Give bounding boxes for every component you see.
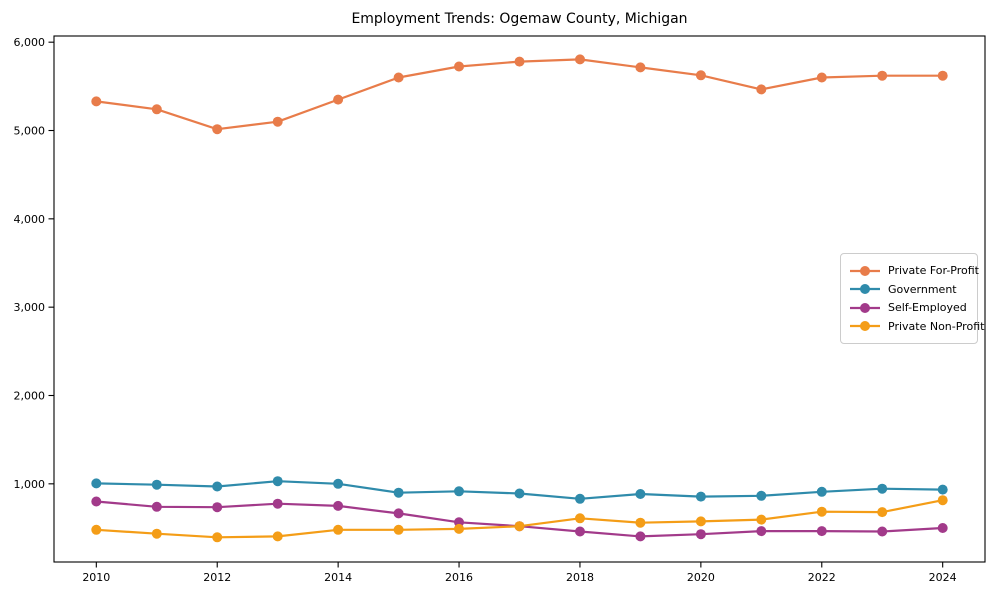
data-point-self-employed bbox=[393, 508, 404, 519]
legend-line-marker-icon bbox=[850, 321, 880, 332]
legend-label-government: Government bbox=[888, 282, 957, 296]
data-point-government bbox=[454, 486, 464, 497]
data-point-government bbox=[393, 487, 404, 498]
y-axis-tick-label: 5,000 bbox=[14, 125, 46, 138]
data-point-government bbox=[333, 478, 344, 489]
data-point-government bbox=[635, 489, 646, 499]
legend: Private For-Profit Government Self-Emplo… bbox=[840, 253, 984, 344]
y-axis-tick-label: 3,000 bbox=[14, 301, 46, 314]
data-point-private-for-profit bbox=[877, 70, 888, 81]
data-point-government bbox=[514, 488, 525, 499]
data-point-private-for-profit bbox=[393, 72, 404, 83]
data-point-self-employed bbox=[272, 498, 283, 509]
data-point-self-employed bbox=[756, 526, 767, 537]
data-point-private-non-profit bbox=[393, 524, 404, 535]
data-point-private-non-profit bbox=[937, 495, 948, 506]
x-axis-tick-label: 2010 bbox=[82, 571, 110, 584]
y-axis-tick-label: 2,000 bbox=[14, 389, 46, 402]
y-axis-tick-label: 4,000 bbox=[14, 213, 46, 226]
data-point-private-for-profit bbox=[514, 56, 525, 67]
x-axis-tick-label: 2020 bbox=[687, 571, 715, 584]
data-point-private-non-profit bbox=[454, 523, 464, 534]
data-point-self-employed bbox=[575, 526, 585, 537]
data-point-private-non-profit bbox=[91, 524, 102, 535]
data-point-self-employed bbox=[333, 500, 344, 511]
data-point-government bbox=[272, 476, 283, 487]
data-point-private-for-profit bbox=[151, 104, 162, 115]
data-point-government bbox=[756, 490, 767, 501]
data-point-government bbox=[695, 491, 706, 502]
data-point-private-non-profit bbox=[816, 506, 827, 517]
data-point-government bbox=[91, 478, 102, 489]
x-axis-tick-label: 2018 bbox=[566, 571, 594, 584]
legend-line-marker-icon bbox=[850, 265, 880, 276]
series-line-private-for-profit bbox=[95, 58, 944, 131]
data-point-government bbox=[877, 483, 888, 494]
legend-item-private-for-profit: Private For-Profit bbox=[849, 262, 979, 279]
data-point-private-non-profit bbox=[212, 532, 223, 543]
data-point-government bbox=[575, 493, 585, 504]
data-point-private-for-profit bbox=[816, 72, 827, 83]
data-point-government bbox=[212, 481, 223, 492]
legend-label-private-for-profit: Private For-Profit bbox=[888, 264, 979, 277]
y-axis-tick-label: 6,000 bbox=[14, 36, 46, 49]
legend-line-marker-icon bbox=[850, 284, 880, 295]
legend-item-government: Government bbox=[849, 281, 969, 298]
data-point-private-for-profit bbox=[756, 84, 767, 95]
legend-label-self-employed: Self-Employed bbox=[888, 301, 967, 315]
data-point-self-employed bbox=[91, 496, 102, 507]
x-axis-tick-label: 2022 bbox=[808, 571, 836, 584]
y-axis-tick-label: 1,000 bbox=[14, 478, 46, 491]
data-point-private-for-profit bbox=[212, 124, 223, 135]
data-point-private-non-profit bbox=[272, 531, 283, 542]
data-point-private-for-profit bbox=[333, 94, 344, 105]
legend-item-private-non-profit: Private Non-Profit bbox=[849, 318, 984, 335]
chart-title: Employment Trends: Ogemaw County, Michig… bbox=[351, 11, 688, 27]
data-point-government bbox=[937, 484, 948, 495]
data-point-private-non-profit bbox=[514, 521, 525, 532]
data-point-private-for-profit bbox=[91, 96, 102, 107]
data-point-private-for-profit bbox=[575, 54, 585, 65]
data-point-self-employed bbox=[937, 523, 948, 533]
data-point-private-non-profit bbox=[333, 524, 344, 535]
data-point-self-employed bbox=[695, 529, 706, 540]
legend-item-self-employed: Self-Employed bbox=[849, 299, 969, 316]
data-point-private-for-profit bbox=[272, 116, 283, 127]
data-point-self-employed bbox=[877, 526, 888, 537]
data-point-private-for-profit bbox=[635, 62, 646, 73]
data-point-private-non-profit bbox=[756, 514, 767, 525]
data-point-private-for-profit bbox=[454, 61, 464, 72]
legend-line-marker-icon bbox=[850, 302, 880, 313]
data-point-private-for-profit bbox=[695, 70, 706, 81]
data-point-private-for-profit bbox=[937, 70, 948, 81]
x-axis-tick-label: 2016 bbox=[445, 571, 473, 584]
data-point-government bbox=[151, 479, 162, 490]
data-point-private-non-profit bbox=[635, 517, 646, 528]
data-point-self-employed bbox=[635, 531, 646, 542]
legend-label-private-non-profit: Private Non-Profit bbox=[888, 319, 985, 333]
x-axis-tick-label: 2014 bbox=[324, 571, 352, 584]
x-axis-tick-label: 2024 bbox=[929, 571, 957, 584]
plot-border bbox=[53, 35, 986, 563]
data-point-private-non-profit bbox=[877, 507, 888, 518]
data-point-private-non-profit bbox=[575, 513, 585, 524]
x-axis-tick-label: 2012 bbox=[203, 571, 231, 584]
data-point-self-employed bbox=[212, 502, 223, 513]
data-point-private-non-profit bbox=[151, 528, 162, 539]
data-point-self-employed bbox=[151, 501, 162, 512]
data-point-private-non-profit bbox=[695, 516, 706, 527]
data-point-government bbox=[816, 486, 827, 497]
data-point-self-employed bbox=[816, 526, 827, 537]
